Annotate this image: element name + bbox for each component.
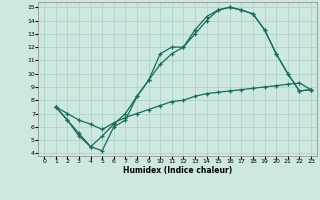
X-axis label: Humidex (Indice chaleur): Humidex (Indice chaleur): [123, 166, 232, 175]
